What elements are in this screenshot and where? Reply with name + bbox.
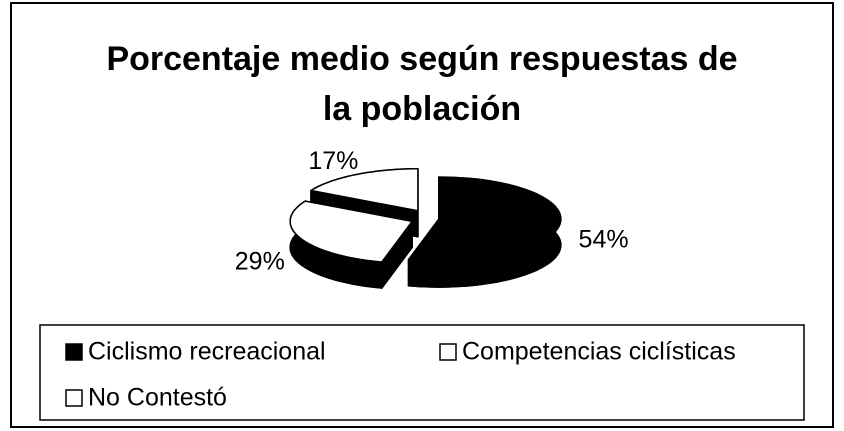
slice [310,168,419,212]
legend-label: Competencias ciclísticas [462,338,736,366]
legend-box [39,324,805,421]
data-label: 54% [579,226,629,254]
legend-swatch [439,343,457,361]
legend-swatch [65,343,83,361]
slice [407,176,562,262]
legend-swatch [65,389,83,407]
frame [10,2,834,428]
legend-label: Ciclismo recreacional [88,338,326,366]
chart-title: Porcentaje medio según respuestas de la … [106,40,738,128]
legend-label: No Contestó [88,384,227,412]
slice [289,200,413,263]
data-label: 29% [235,247,285,275]
data-label: 17% [308,147,358,175]
